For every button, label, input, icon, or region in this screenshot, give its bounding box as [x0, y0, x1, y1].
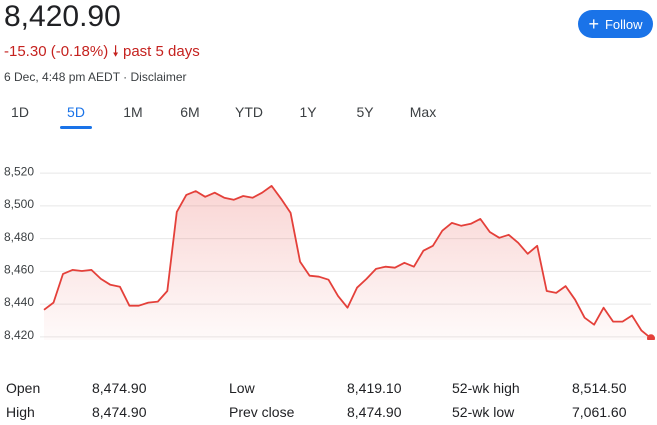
range-tab[interactable]: YTD: [235, 104, 263, 120]
range-tab[interactable]: 1M: [123, 104, 143, 120]
stat-label: 52-wk high: [452, 380, 520, 396]
stat-value: 8,474.90: [92, 404, 147, 420]
area: [44, 185, 651, 340]
range-tab[interactable]: 5D: [56, 104, 96, 129]
price: 8,420.90: [4, 0, 121, 33]
change: -15.30 (-0.18%) 🠗 past 5 days: [4, 41, 200, 66]
stats: Open 8,474.90 High 8,474.90 Low 8,419.10 Prev …: [0, 380, 657, 424]
y-tick-label: 8,440: [4, 295, 34, 309]
range-tab[interactable]: 1D: [11, 104, 29, 120]
stat-value: 8,474.90: [347, 404, 402, 420]
timestamp: 6 Dec, 4:48 pm AEDT · Disclaimer: [4, 70, 187, 84]
follow-label: Follow: [604, 16, 643, 32]
plus-icon: +: [588, 13, 599, 34]
y-tick-label: 8,520: [4, 164, 34, 178]
stat-label: 52-wk low: [452, 404, 515, 420]
follow-button[interactable]: + Follow: [578, 10, 653, 38]
stat-value: 8,474.90: [92, 380, 147, 396]
range-tab[interactable]: Max: [409, 104, 437, 120]
stat-value: 8,514.50: [572, 380, 627, 396]
y-tick-label: 8,480: [4, 230, 34, 244]
stat-value: 8,419.10: [347, 380, 402, 396]
stat-label: Low: [229, 380, 255, 396]
price-line: [43, 185, 652, 339]
last-point: [647, 334, 655, 340]
period: past 5 days: [123, 43, 200, 60]
range-tab[interactable]: 6M: [180, 104, 200, 120]
stat-label: Prev close: [229, 404, 295, 420]
stat-value: 7,061.60: [572, 404, 627, 420]
y-tick-label: 8,460: [4, 262, 34, 276]
range-tab[interactable]: 1Y: [299, 104, 317, 120]
range-tab[interactable]: 5Y: [356, 104, 374, 120]
change-value: -15.30 (-0.18%): [4, 43, 109, 60]
down-arrow: 🠗: [112, 43, 119, 60]
stat-label: High: [6, 404, 35, 420]
y-tick-label: 8,500: [4, 197, 34, 211]
stat-label: Open: [6, 380, 41, 396]
y-tick-label: 8,420: [4, 328, 34, 340]
